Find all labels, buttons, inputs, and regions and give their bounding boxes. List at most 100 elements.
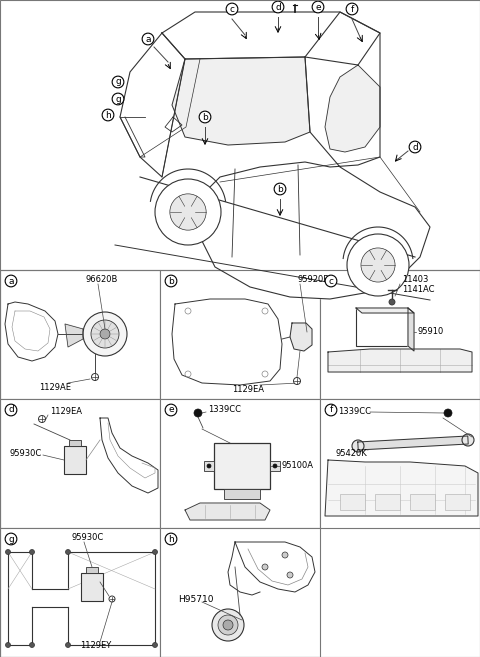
Text: d: d (275, 3, 281, 12)
Circle shape (92, 373, 98, 380)
Text: H95710: H95710 (178, 595, 214, 604)
Circle shape (65, 643, 71, 648)
Circle shape (170, 194, 206, 230)
Circle shape (5, 549, 11, 555)
Text: a: a (145, 35, 151, 43)
Text: f: f (329, 405, 333, 415)
Bar (0, 270, 160, 399)
Circle shape (153, 643, 157, 648)
Polygon shape (328, 349, 472, 372)
Circle shape (212, 609, 244, 641)
Circle shape (65, 549, 71, 555)
Bar (0, 528, 160, 657)
Text: 95910: 95910 (417, 327, 443, 336)
Text: f: f (350, 5, 354, 14)
Text: b: b (202, 112, 208, 122)
Text: 95420K: 95420K (335, 449, 367, 457)
Circle shape (293, 378, 300, 384)
Circle shape (109, 596, 115, 602)
Circle shape (100, 329, 110, 339)
Circle shape (273, 464, 277, 468)
Text: g: g (8, 535, 14, 543)
Text: g: g (115, 78, 121, 87)
Circle shape (444, 409, 452, 417)
Text: 1141AC: 1141AC (402, 284, 434, 294)
Bar (160, 399, 320, 528)
Circle shape (153, 549, 157, 555)
Text: d: d (8, 405, 14, 415)
Circle shape (155, 179, 221, 245)
Text: h: h (105, 110, 111, 120)
Text: b: b (277, 185, 283, 194)
Text: 95930C: 95930C (10, 449, 42, 457)
Bar (270, 461, 280, 471)
Bar (64, 446, 86, 474)
Polygon shape (185, 503, 270, 520)
Text: 95100A: 95100A (282, 461, 314, 470)
Text: e: e (315, 3, 321, 12)
Text: 95920R: 95920R (297, 275, 329, 284)
Text: 1339CC: 1339CC (338, 407, 371, 417)
Text: g: g (115, 95, 121, 104)
Text: 1129EY: 1129EY (80, 641, 111, 650)
Bar (0, 399, 160, 528)
Bar (69, 440, 81, 446)
Circle shape (91, 320, 119, 348)
Circle shape (5, 643, 11, 648)
Polygon shape (325, 460, 478, 516)
Bar (86, 567, 98, 573)
Polygon shape (172, 57, 310, 145)
Polygon shape (65, 324, 83, 347)
Polygon shape (235, 542, 315, 592)
Circle shape (389, 299, 395, 305)
Polygon shape (408, 308, 414, 351)
Circle shape (462, 434, 474, 446)
Text: d: d (412, 143, 418, 152)
Bar (224, 489, 260, 499)
Circle shape (83, 312, 127, 356)
Circle shape (29, 643, 35, 648)
Polygon shape (325, 65, 380, 152)
Text: 1339CC: 1339CC (208, 405, 241, 413)
Circle shape (207, 464, 211, 468)
Bar (375, 494, 400, 510)
Text: a: a (8, 277, 14, 286)
Text: 1129AE: 1129AE (39, 382, 71, 392)
Bar (81, 573, 103, 601)
Circle shape (282, 552, 288, 558)
Circle shape (262, 564, 268, 570)
Bar (410, 494, 435, 510)
Text: 11403: 11403 (402, 275, 428, 284)
Circle shape (223, 620, 233, 630)
Polygon shape (200, 12, 430, 299)
Bar (214, 443, 270, 489)
Text: c: c (328, 277, 334, 286)
Bar (204, 461, 214, 471)
Polygon shape (358, 436, 468, 450)
Polygon shape (290, 323, 312, 351)
Polygon shape (100, 418, 158, 493)
Bar (320, 399, 480, 528)
Text: 95930C: 95930C (72, 533, 104, 543)
Text: 1129EA: 1129EA (232, 384, 264, 394)
Text: h: h (168, 535, 174, 543)
Circle shape (287, 572, 293, 578)
Circle shape (29, 549, 35, 555)
Circle shape (352, 440, 364, 452)
Polygon shape (172, 299, 282, 385)
Bar (356, 308, 408, 346)
Circle shape (38, 415, 46, 422)
Text: b: b (168, 277, 174, 286)
Polygon shape (120, 33, 185, 177)
Circle shape (194, 409, 202, 417)
Bar (445, 494, 470, 510)
Polygon shape (162, 12, 380, 65)
Circle shape (218, 615, 238, 635)
Bar (160, 528, 320, 657)
Text: e: e (168, 405, 174, 415)
Polygon shape (5, 302, 58, 361)
Text: 96620B: 96620B (85, 275, 118, 284)
Bar (340, 494, 365, 510)
Bar (160, 270, 320, 399)
Text: 1129EA: 1129EA (50, 407, 82, 417)
